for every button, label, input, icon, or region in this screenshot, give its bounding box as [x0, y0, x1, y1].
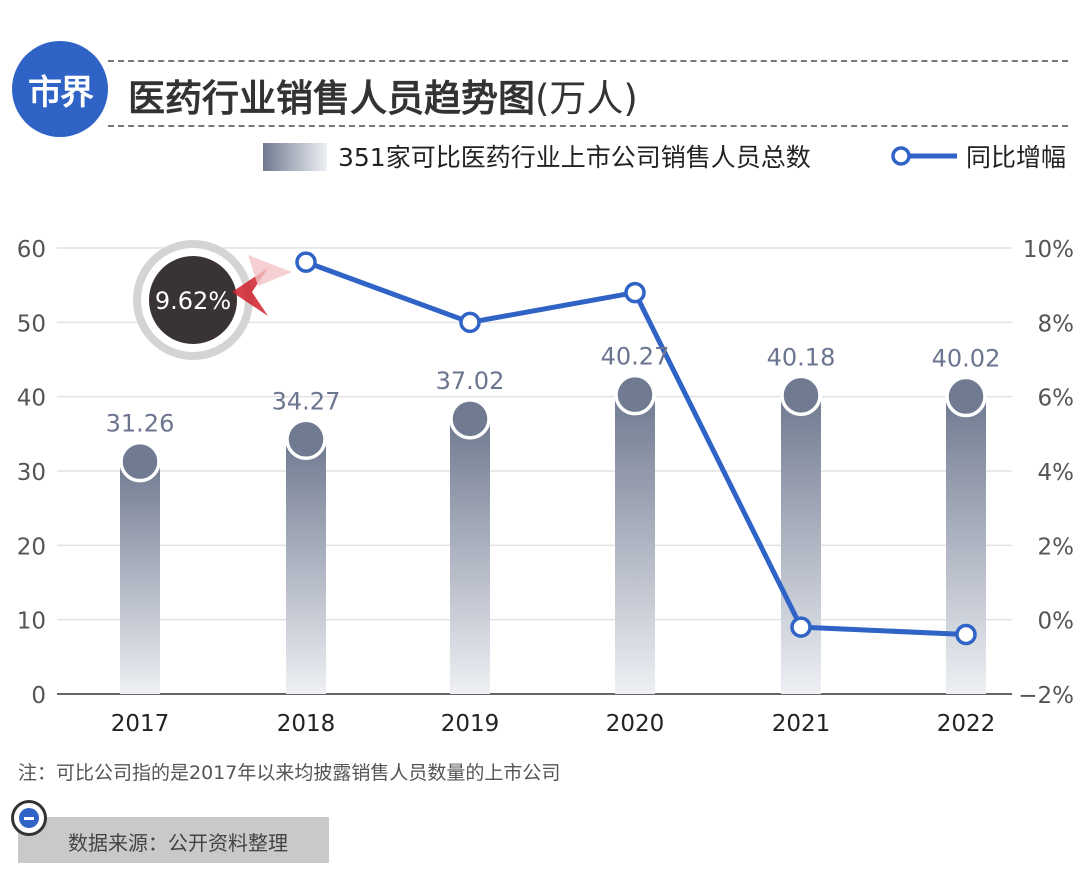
x-tick-label: 2019	[441, 711, 500, 737]
source-icon	[11, 800, 47, 836]
bar-value-label: 37.02	[436, 367, 505, 395]
x-tick-label: 2018	[277, 711, 336, 737]
y-right-tick-label: 4%	[1038, 460, 1075, 486]
bar-cap	[285, 418, 327, 461]
footnote: 注：可比公司指的是2017年以来均披露销售人员数量的上市公司	[18, 762, 561, 784]
bar-value-label: 40.27	[601, 343, 670, 371]
bar-cap	[945, 375, 987, 418]
bar-value-label: 34.27	[272, 387, 341, 415]
legend-line-label: 同比增幅	[966, 143, 1067, 172]
y-left-tick-label: 60	[17, 237, 46, 263]
legend-line-swatch	[891, 146, 957, 166]
y-right-tick-label: 6%	[1038, 386, 1075, 412]
y-right-tick-label: 8%	[1038, 311, 1075, 337]
bar-cap	[614, 373, 656, 416]
x-tick-label: 2021	[772, 711, 831, 737]
x-tick-label: 2020	[606, 711, 665, 737]
legend-line-marker	[891, 146, 911, 166]
chart-title: 医药行业销售人员趋势图(万人)	[128, 68, 638, 122]
source-box: 数据来源：公开资料整理	[18, 817, 329, 863]
bar-value-label: 40.02	[932, 345, 1001, 373]
bar-value-label: 40.18	[767, 343, 836, 371]
y-right-tick-label: 2%	[1038, 534, 1075, 560]
bar-value-label: 31.26	[106, 410, 175, 438]
y-left-tick-label: 50	[17, 311, 46, 337]
y-left-tick-label: 0	[31, 683, 46, 709]
x-tick-label: 2017	[111, 711, 170, 737]
y-left-tick-label: 30	[17, 460, 46, 486]
callout-arrow-tail	[248, 255, 292, 286]
growth-point	[624, 281, 646, 304]
growth-point	[459, 311, 481, 334]
chart-title-unit: (万人)	[535, 77, 638, 120]
x-tick-label: 2022	[937, 711, 996, 737]
callout-label: 9.62%	[155, 287, 231, 315]
header-divider-top	[108, 60, 1068, 62]
bar-cap	[449, 398, 491, 440]
chart-title-text: 医药行业销售人员趋势图	[128, 77, 535, 120]
y-left-tick-label: 20	[17, 534, 46, 560]
growth-point	[955, 623, 977, 646]
bar	[120, 461, 160, 694]
header-divider-bottom	[108, 125, 1068, 127]
y-left-tick-label: 10	[17, 609, 46, 635]
brand-logo: 市界	[12, 41, 108, 137]
bar	[615, 394, 655, 694]
source-text: 数据来源：公开资料整理	[68, 831, 288, 855]
bar	[946, 396, 986, 694]
callout-bubble	[149, 256, 237, 344]
bar-cap	[119, 440, 161, 483]
bar	[781, 395, 821, 694]
bar	[286, 439, 326, 694]
growth-point	[295, 251, 317, 273]
legend-bar-swatch	[263, 143, 327, 171]
y-left-tick-label: 40	[17, 386, 46, 412]
bar	[450, 418, 490, 694]
combo-chart: 0 10 20 30 40 50 60 −2% 0% 2% 4% 6% 8% 10% 31.26 2017 34…	[17, 237, 1075, 737]
y-right-tick-label: 0%	[1038, 609, 1075, 635]
growth-point	[790, 616, 812, 638]
bar-cap	[780, 374, 822, 417]
y-right-tick-label: 10%	[1023, 237, 1074, 263]
y-right-tick-label: −2%	[1018, 683, 1074, 709]
legend-bar-label: 351家可比医药行业上市公司销售人员总数	[338, 143, 811, 172]
